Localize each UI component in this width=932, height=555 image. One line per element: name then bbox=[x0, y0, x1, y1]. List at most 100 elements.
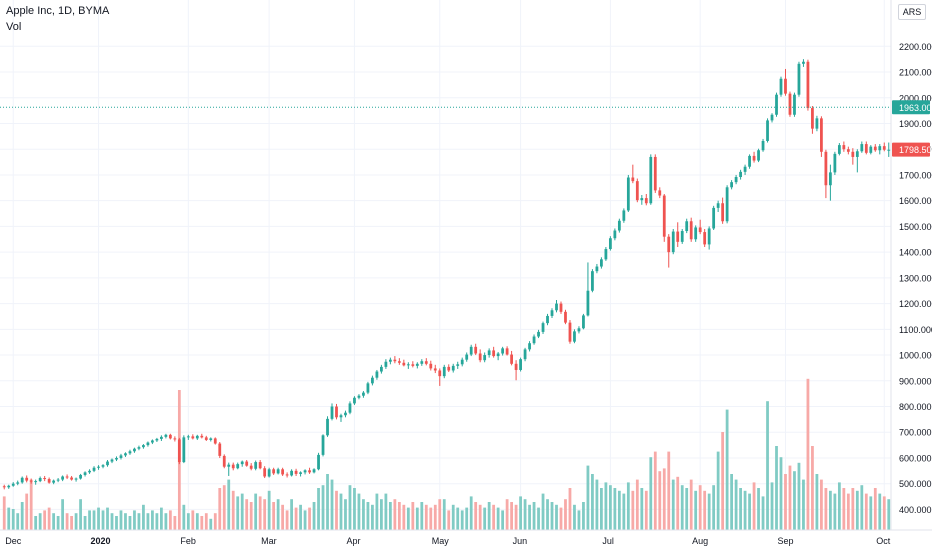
price-axis[interactable]: 400.000 500.000 600.000 700.000 800.000 900.0… bbox=[890, 0, 932, 530]
volume-bar bbox=[173, 516, 177, 530]
volume-bar bbox=[631, 490, 635, 530]
candle-body bbox=[577, 328, 581, 332]
candle-body bbox=[487, 350, 491, 356]
candle-body bbox=[640, 198, 644, 201]
volume-bar bbox=[366, 502, 370, 530]
volume-bar bbox=[240, 493, 244, 530]
volume-bar bbox=[465, 507, 469, 530]
candle-body bbox=[231, 464, 235, 469]
price-tick-label: 1900.000 bbox=[899, 119, 932, 129]
volume-bar bbox=[828, 490, 832, 530]
volume-bar bbox=[218, 488, 222, 530]
candle-body bbox=[653, 156, 657, 191]
volume-bar bbox=[384, 493, 388, 530]
candle-body bbox=[393, 359, 397, 362]
volume-bar bbox=[640, 488, 644, 530]
volume-bar bbox=[676, 476, 680, 530]
volume-bar bbox=[474, 502, 478, 530]
candle-body bbox=[788, 93, 792, 115]
currency-badge[interactable]: ARS bbox=[898, 4, 926, 20]
volume-bar bbox=[34, 516, 38, 530]
candle-body bbox=[200, 435, 204, 438]
candle-body bbox=[65, 476, 69, 478]
volume-bar bbox=[290, 499, 293, 530]
candle-body bbox=[510, 354, 513, 364]
candle-body bbox=[649, 156, 653, 204]
candle-body bbox=[514, 363, 518, 370]
candle-body bbox=[420, 361, 424, 364]
time-tick-label: 2020 bbox=[91, 536, 111, 546]
volume-bar bbox=[388, 502, 392, 530]
volume-bar bbox=[698, 485, 702, 530]
candle-body bbox=[734, 177, 738, 183]
candle-body bbox=[335, 406, 338, 418]
candle-body bbox=[151, 440, 154, 443]
volume-bar bbox=[393, 499, 397, 530]
volume-bar bbox=[460, 510, 464, 530]
time-axis[interactable]: Dec2020FebMarAprMayJunJulAugSepOctNov bbox=[0, 529, 932, 550]
candle-body bbox=[74, 478, 78, 480]
volume-bar bbox=[873, 488, 877, 530]
candle-body bbox=[146, 442, 150, 446]
candle-body bbox=[285, 474, 289, 476]
volume-bar bbox=[469, 496, 473, 530]
time-tick-label: Apr bbox=[346, 536, 360, 546]
volume-bar bbox=[846, 493, 850, 530]
candle-body bbox=[38, 478, 42, 482]
volume-bar bbox=[483, 507, 487, 530]
volume-bar bbox=[779, 457, 783, 530]
volume-bar bbox=[362, 499, 365, 530]
volume-bar bbox=[424, 504, 428, 530]
volume-bar bbox=[743, 490, 747, 530]
symbol-title[interactable]: Apple Inc, 1D, BYMA bbox=[6, 5, 110, 17]
candle-body bbox=[20, 477, 24, 483]
candle-body bbox=[142, 445, 145, 448]
candle-body bbox=[97, 466, 100, 468]
candle-body bbox=[119, 455, 123, 458]
candle-body bbox=[344, 412, 347, 416]
candle-body bbox=[828, 172, 832, 186]
candle-body bbox=[748, 155, 751, 167]
candle-body bbox=[730, 182, 734, 188]
candle-body bbox=[348, 403, 352, 413]
volume-label[interactable]: Vol bbox=[6, 21, 22, 33]
time-tick-label: Dec bbox=[5, 536, 22, 546]
candle-body bbox=[25, 477, 29, 481]
candle-body bbox=[635, 181, 639, 201]
candle-body bbox=[61, 476, 65, 480]
candle-body bbox=[595, 266, 599, 272]
volume-bar bbox=[209, 518, 213, 530]
volume-bar bbox=[505, 499, 509, 530]
price-tick-label: 900.000 bbox=[899, 376, 932, 386]
time-tick-label: May bbox=[432, 536, 450, 546]
candle-body bbox=[204, 437, 208, 440]
candle-body bbox=[47, 479, 51, 483]
volume-bar bbox=[375, 493, 379, 530]
volume-bar bbox=[88, 510, 91, 530]
candle-body bbox=[424, 361, 428, 364]
candle-body bbox=[124, 453, 127, 456]
candle-body bbox=[851, 151, 855, 157]
time-tick-label: Aug bbox=[692, 536, 708, 546]
candle-body bbox=[2, 486, 6, 488]
volume-bar bbox=[608, 485, 612, 530]
candle-body bbox=[447, 366, 451, 371]
volume-bar bbox=[797, 462, 801, 530]
candle-body bbox=[505, 348, 509, 355]
volume-bar bbox=[83, 516, 87, 530]
volume-bar bbox=[568, 488, 572, 530]
candle-body bbox=[519, 359, 522, 370]
volume-bar bbox=[770, 482, 774, 530]
candle-body bbox=[689, 221, 693, 240]
volume-bar bbox=[869, 496, 873, 530]
volume-bar bbox=[92, 510, 96, 530]
candle-body bbox=[779, 78, 783, 95]
candle-body bbox=[52, 480, 56, 483]
volume-bar bbox=[142, 504, 145, 530]
volume-bar bbox=[186, 513, 190, 530]
candle-body bbox=[887, 149, 891, 151]
candle-body bbox=[34, 481, 38, 483]
price-tick-label: 1300.000 bbox=[899, 273, 932, 283]
volume-bar bbox=[357, 493, 361, 530]
